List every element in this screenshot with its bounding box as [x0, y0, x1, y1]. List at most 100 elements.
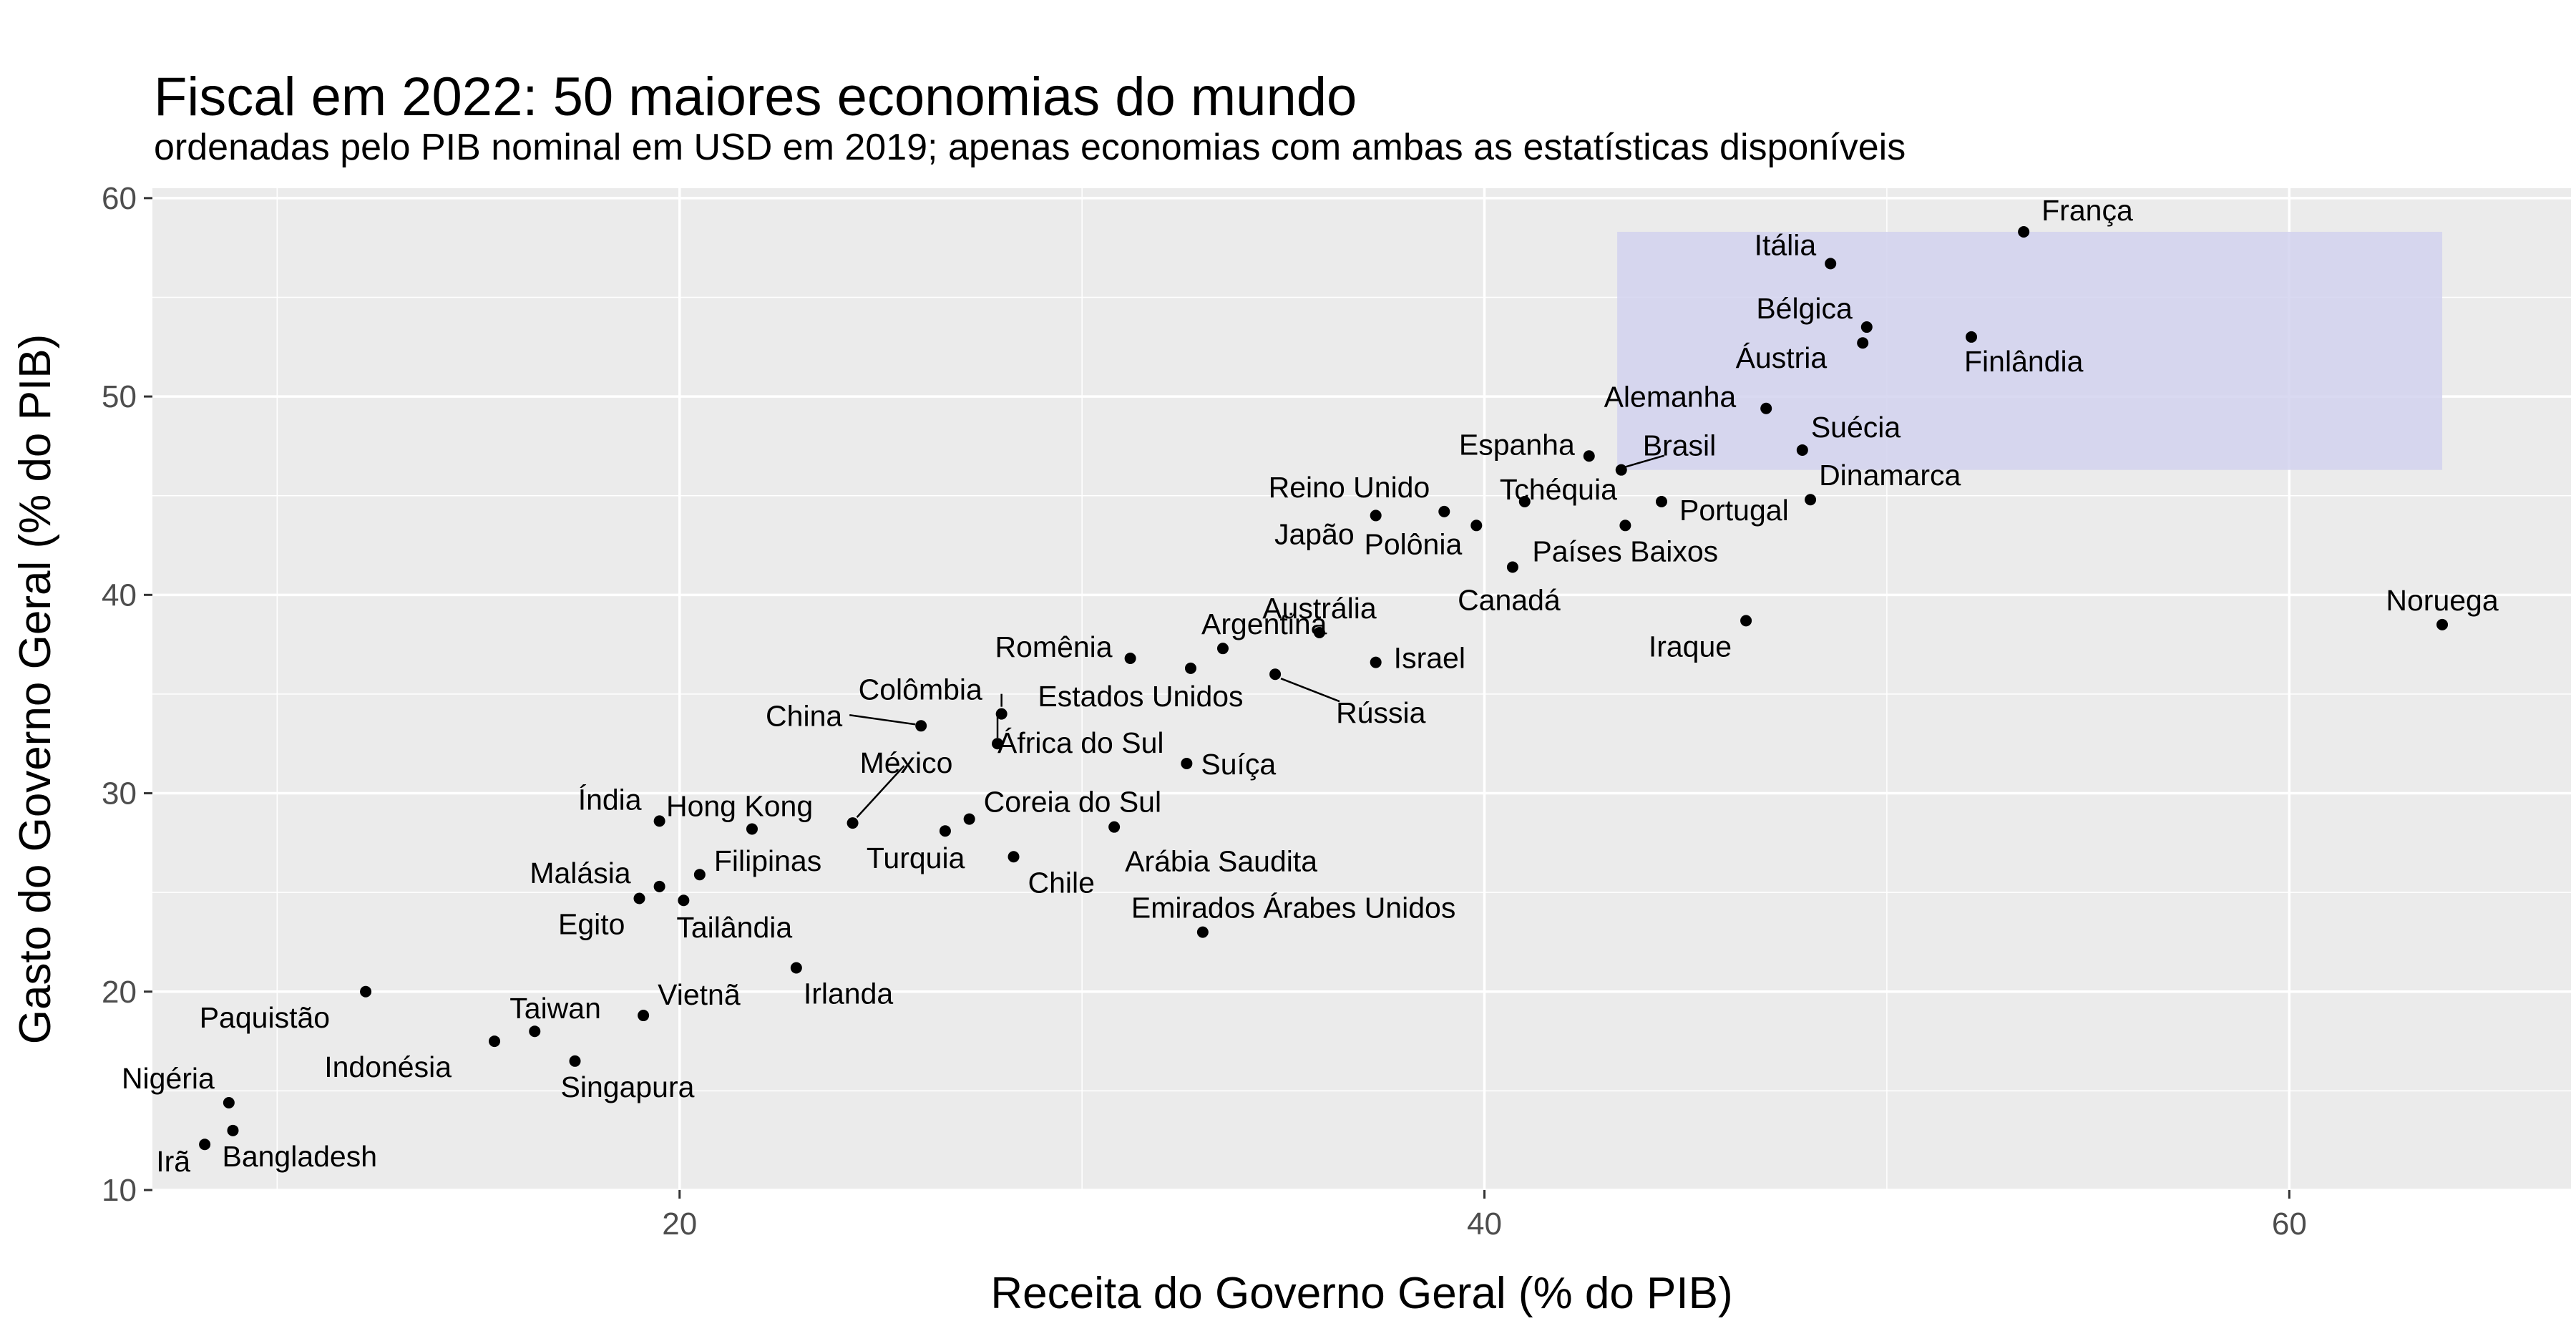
label-leader-lines [849, 454, 1665, 818]
x-tick-label: 40 [1467, 1206, 1502, 1242]
point-iraque [1740, 615, 1752, 627]
point-filipinas [693, 869, 706, 881]
point-australia [1313, 626, 1325, 638]
label-argentina: Argentina [1201, 608, 1327, 640]
label-austria: Áustria [1736, 341, 1828, 374]
label-singapura: Singapura [561, 1071, 695, 1103]
y-tick-label: 10 [102, 1173, 137, 1208]
label-polonia: Polônia [1365, 527, 1463, 560]
point-belgica [1860, 321, 1873, 333]
label-bangladesh: Bangladesh [222, 1140, 377, 1173]
label-estados-unidos: Estados Unidos [1038, 680, 1243, 713]
point-arabia-saudita [1108, 821, 1121, 833]
label-dinamarca: Dinamarca [1819, 459, 1961, 492]
x-tick-label: 20 [662, 1206, 697, 1242]
axis-ticks: 20 40 60 10 20 30 40 50 60 [102, 181, 2307, 1242]
y-tick-label: 60 [102, 181, 137, 216]
point-coreia-do-sul [963, 813, 975, 825]
label-romenia: Romênia [995, 630, 1113, 663]
label-china: China [766, 699, 842, 732]
leader-mexico [856, 765, 905, 818]
point-dinamarca [1805, 494, 1817, 506]
point-china [915, 720, 927, 732]
point-chile [1008, 851, 1020, 863]
point-turquia [939, 825, 951, 837]
label-noruega: Noruega [2386, 584, 2498, 617]
label-brasil: Brasil [1643, 429, 1717, 462]
label-belgica: Bélgica [1756, 292, 1853, 325]
point-bangladesh [227, 1124, 239, 1136]
leader-brasil [1624, 454, 1665, 468]
point-labels: França Itália Bélgica Áustria Finlândia Alema… [122, 194, 2499, 1178]
point-paquistao [360, 985, 372, 998]
data-points [199, 225, 2449, 1151]
point-paises-baixos [1619, 520, 1631, 532]
point-hong-kong [746, 823, 758, 835]
label-taiwan: Taiwan [509, 992, 601, 1025]
point-taiwan [529, 1025, 541, 1038]
y-tick-label: 20 [102, 975, 137, 1010]
label-india: Índia [578, 783, 642, 816]
point-mexico [847, 817, 859, 829]
label-australia: Austrália [1262, 592, 1377, 625]
label-ira: Irã [156, 1145, 190, 1178]
point-indonesia [489, 1035, 501, 1048]
point-tailandia [678, 894, 690, 907]
point-canada [1506, 561, 1518, 573]
y-tick-label: 50 [102, 379, 137, 414]
point-suica [1181, 757, 1193, 769]
label-italia: Itália [1755, 228, 1817, 261]
label-espanha: Espanha [1459, 428, 1575, 461]
point-emirados-arabes-unidos [1196, 926, 1209, 938]
label-iraque: Iraque [1649, 630, 1732, 663]
label-hong-kong: Hong Kong [666, 789, 813, 822]
label-tchequia: Tchéquia [1500, 473, 1617, 506]
point-alemanha [1760, 402, 1772, 414]
label-arabia-saudita: Arábia Saudita [1125, 845, 1317, 878]
label-turquia: Turquia [867, 842, 965, 874]
label-suica: Suíça [1201, 748, 1276, 781]
label-reino-unido: Reino Unido [1269, 471, 1430, 504]
highlight-region [1617, 231, 2443, 470]
point-austria [1857, 337, 1869, 349]
label-paquistao: Paquistão [200, 1001, 330, 1034]
chart-title: Fiscal em 2022: 50 maiores economias do … [154, 67, 1357, 127]
label-egito: Egito [558, 907, 625, 940]
point-italia [1825, 258, 1837, 270]
label-franca: França [2041, 194, 2133, 227]
label-nigeria: Nigéria [122, 1062, 215, 1095]
label-mexico: México [860, 746, 953, 779]
point-japao [1370, 510, 1382, 522]
y-tick-label: 30 [102, 776, 137, 811]
point-portugal [1655, 496, 1667, 508]
point-russia [1269, 668, 1282, 681]
label-coreia-do-sul: Coreia do Sul [984, 786, 1161, 819]
point-reino-unido [1438, 505, 1450, 517]
label-alemanha: Alemanha [1604, 381, 1737, 414]
point-polonia [1470, 520, 1483, 532]
label-malasia: Malásia [530, 857, 630, 889]
point-tchequia [1518, 496, 1531, 508]
point-vietna [638, 1010, 650, 1022]
point-argentina [1216, 643, 1229, 655]
leader-russia [1280, 678, 1340, 703]
point-nigeria [223, 1097, 235, 1109]
label-paises-baixos: Países Baixos [1532, 535, 1718, 567]
y-axis-title: Gasto do Governo Geral (% do PIB) [11, 334, 60, 1044]
label-colombia: Colômbia [859, 673, 982, 706]
y-tick-label: 40 [102, 577, 137, 613]
label-filipinas: Filipinas [714, 844, 821, 877]
point-noruega [2436, 618, 2449, 630]
label-irlanda: Irlanda [804, 977, 894, 1010]
label-indonesia: Indonésia [324, 1050, 452, 1083]
label-japao: Japão [1274, 517, 1355, 550]
point-finlandia [1966, 331, 1978, 343]
point-egito [633, 892, 645, 905]
label-suecia: Suécia [1811, 411, 1901, 444]
label-canada: Canadá [1458, 584, 1561, 617]
point-malasia [653, 880, 665, 892]
point-israel [1370, 656, 1382, 668]
label-portugal: Portugal [1679, 494, 1789, 527]
label-finlandia: Finlândia [1964, 345, 2084, 378]
